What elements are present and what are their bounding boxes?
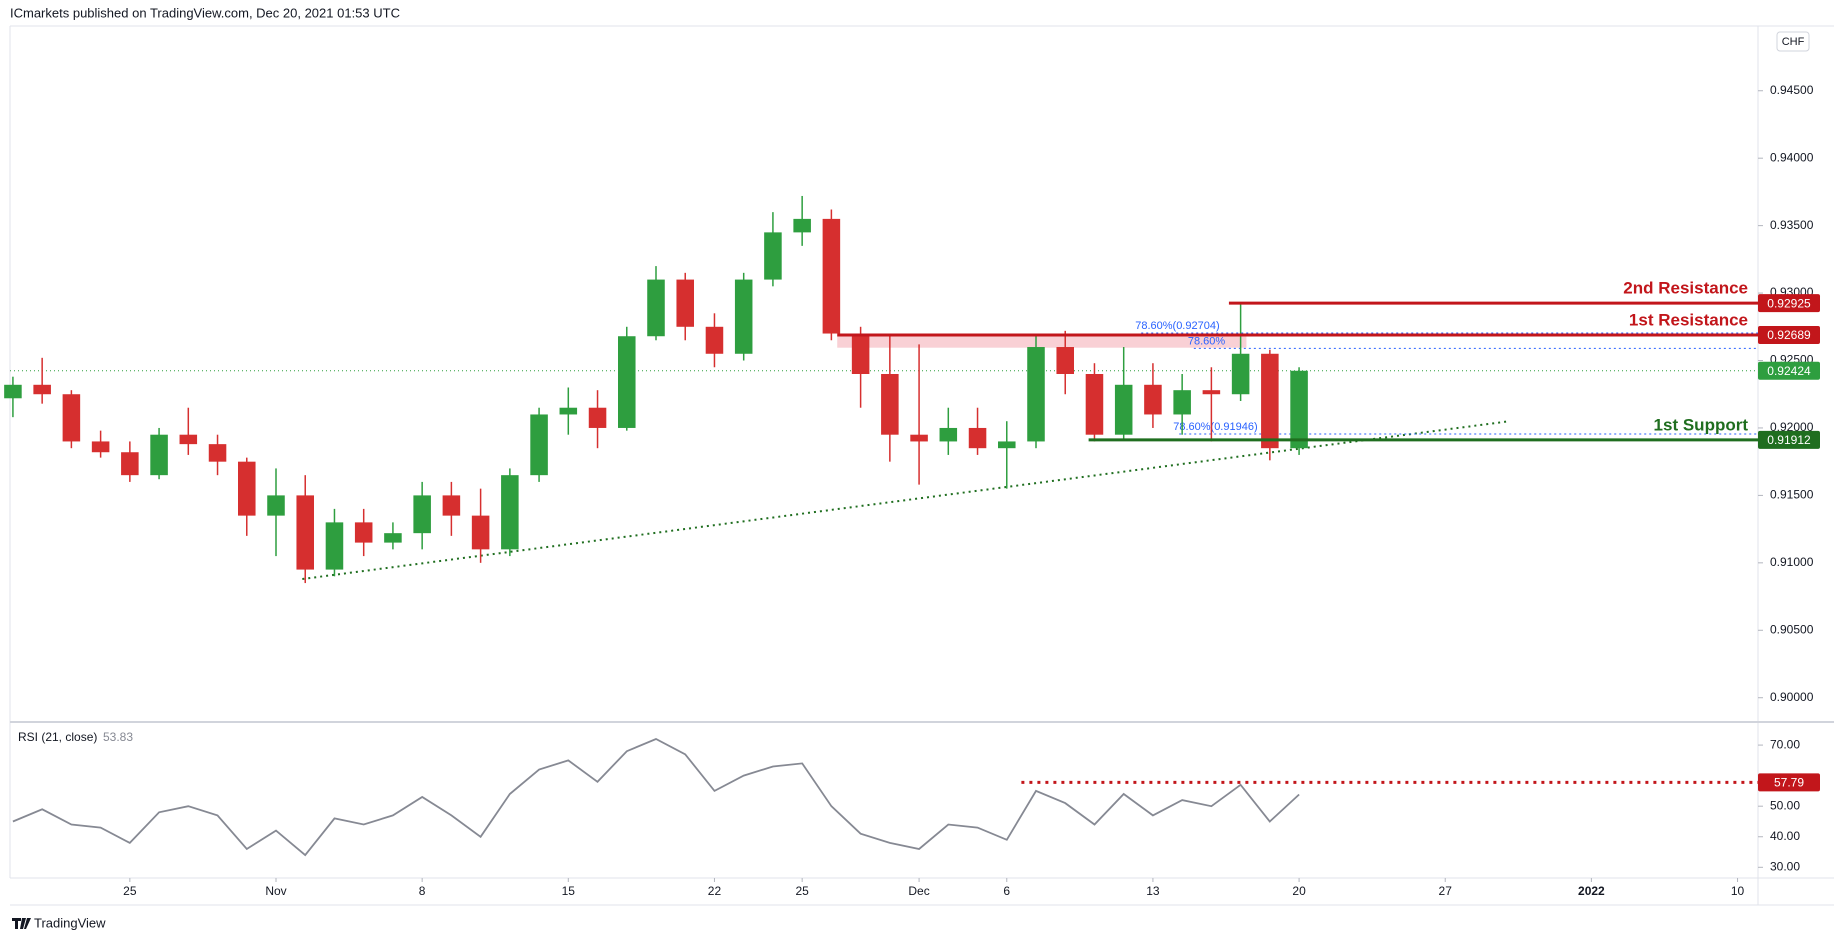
footer-logo xyxy=(12,918,31,929)
candle-body xyxy=(471,515,490,550)
candle-body xyxy=(968,427,987,449)
y-tick-label: 70.00 xyxy=(1770,737,1800,751)
candle-body xyxy=(939,427,958,442)
last-price-tag-text: 0.92424 xyxy=(1767,364,1811,378)
rsi-title: RSI (21, close) xyxy=(18,730,97,744)
candle-body xyxy=(618,336,636,428)
candle-body xyxy=(998,441,1016,449)
candle-body xyxy=(91,441,110,453)
y-tick-label: 0.94500 xyxy=(1770,83,1814,97)
candle-body xyxy=(442,495,461,516)
x-tick-label: 2022 xyxy=(1578,884,1605,898)
fib-label: 78.60%(0.92704) xyxy=(1135,320,1219,332)
candle-body xyxy=(33,384,51,395)
y-tick-label: 0.93500 xyxy=(1770,218,1814,232)
candle-body xyxy=(793,218,811,233)
resistance-zone xyxy=(837,335,1247,348)
candle-body xyxy=(1173,390,1191,415)
candle-body xyxy=(734,279,753,354)
y-tick-label: 0.91000 xyxy=(1770,555,1814,569)
candle-body xyxy=(267,495,285,516)
candle-body xyxy=(705,326,724,354)
y-tick-label: 0.90000 xyxy=(1770,690,1814,704)
x-tick-label: 27 xyxy=(1439,884,1453,898)
rsi-last-value: 53.83 xyxy=(103,730,133,744)
candle-body xyxy=(559,407,578,415)
candle-body xyxy=(764,232,782,280)
candle-body xyxy=(238,461,256,516)
x-tick-label: 22 xyxy=(708,884,722,898)
y-tick-label: 0.91500 xyxy=(1770,488,1814,502)
rsi-level-tag xyxy=(1758,773,1820,792)
candle-body xyxy=(208,444,227,462)
level-name: 1st Support xyxy=(1654,415,1749,434)
candle-body xyxy=(1144,384,1162,415)
candle-body xyxy=(647,279,665,337)
level-tag-text: 0.91912 xyxy=(1767,433,1811,447)
candle-body xyxy=(822,218,841,334)
candle-body xyxy=(588,407,607,428)
x-tick-label: 8 xyxy=(419,884,426,898)
level-tag xyxy=(1758,326,1820,345)
candle-body xyxy=(296,495,314,570)
candle-body xyxy=(1085,374,1104,435)
candle-body xyxy=(4,384,22,399)
rsi-line xyxy=(12,738,1300,857)
candle-body xyxy=(179,434,198,445)
footer-brand: TradingView xyxy=(34,915,106,930)
candle-body xyxy=(1261,353,1279,449)
candle-body xyxy=(62,394,81,442)
x-tick-label: Nov xyxy=(265,884,286,898)
candle-body xyxy=(530,414,548,476)
candle-body xyxy=(1290,370,1308,449)
y-tick-label: 30.00 xyxy=(1770,859,1800,873)
x-tick-label: 20 xyxy=(1292,884,1306,898)
candle-body xyxy=(354,522,373,543)
candle-body xyxy=(384,533,402,543)
rsi-level-tag-text: 57.79 xyxy=(1774,776,1804,790)
level-tag-text: 0.92925 xyxy=(1767,296,1811,310)
y-tick-label: 0.90500 xyxy=(1770,622,1814,636)
candle-body xyxy=(1056,347,1074,374)
candle-body xyxy=(121,452,139,476)
candle-body xyxy=(501,475,519,550)
x-tick-label: 13 xyxy=(1146,884,1160,898)
candle-body xyxy=(910,434,928,442)
y-tick-label: 0.92000 xyxy=(1770,420,1814,434)
level-tag-text: 0.92689 xyxy=(1767,328,1811,342)
y-tick-label: 0.94000 xyxy=(1770,150,1814,164)
candle-body xyxy=(676,279,694,327)
y-tick-label: 50.00 xyxy=(1770,798,1800,812)
candle-body xyxy=(851,333,870,374)
candle-body xyxy=(1114,384,1133,435)
level-name: 1st Resistance xyxy=(1629,311,1748,330)
y-tick-label: 40.00 xyxy=(1770,829,1800,843)
level-tag xyxy=(1758,430,1820,449)
candle-body xyxy=(1027,347,1045,442)
x-tick-label: 10 xyxy=(1731,884,1745,898)
last-price-tag xyxy=(1758,361,1820,380)
candle-body xyxy=(1231,353,1250,395)
x-tick-label: 25 xyxy=(795,884,809,898)
fib-label: 78.60%(0.91946) xyxy=(1173,421,1257,433)
currency-label[interactable]: CHF xyxy=(1782,36,1805,48)
trendline xyxy=(302,420,1510,581)
currency-box[interactable] xyxy=(1776,31,1810,52)
candle-body xyxy=(1202,390,1221,395)
candle-body xyxy=(150,434,168,476)
fib-label: 78.60% xyxy=(1188,335,1226,347)
level-name: 2nd Resistance xyxy=(1623,279,1748,298)
x-tick-label: 25 xyxy=(123,884,137,898)
publish-caption: ICmarkets published on TradingView.com, … xyxy=(10,5,400,20)
level-tag xyxy=(1758,294,1820,313)
x-tick-label: Dec xyxy=(908,884,929,898)
candle-body xyxy=(325,522,344,570)
candle-body xyxy=(881,374,899,435)
x-tick-label: 15 xyxy=(562,884,576,898)
x-tick-label: 6 xyxy=(1003,884,1010,898)
candle-body xyxy=(413,495,431,534)
